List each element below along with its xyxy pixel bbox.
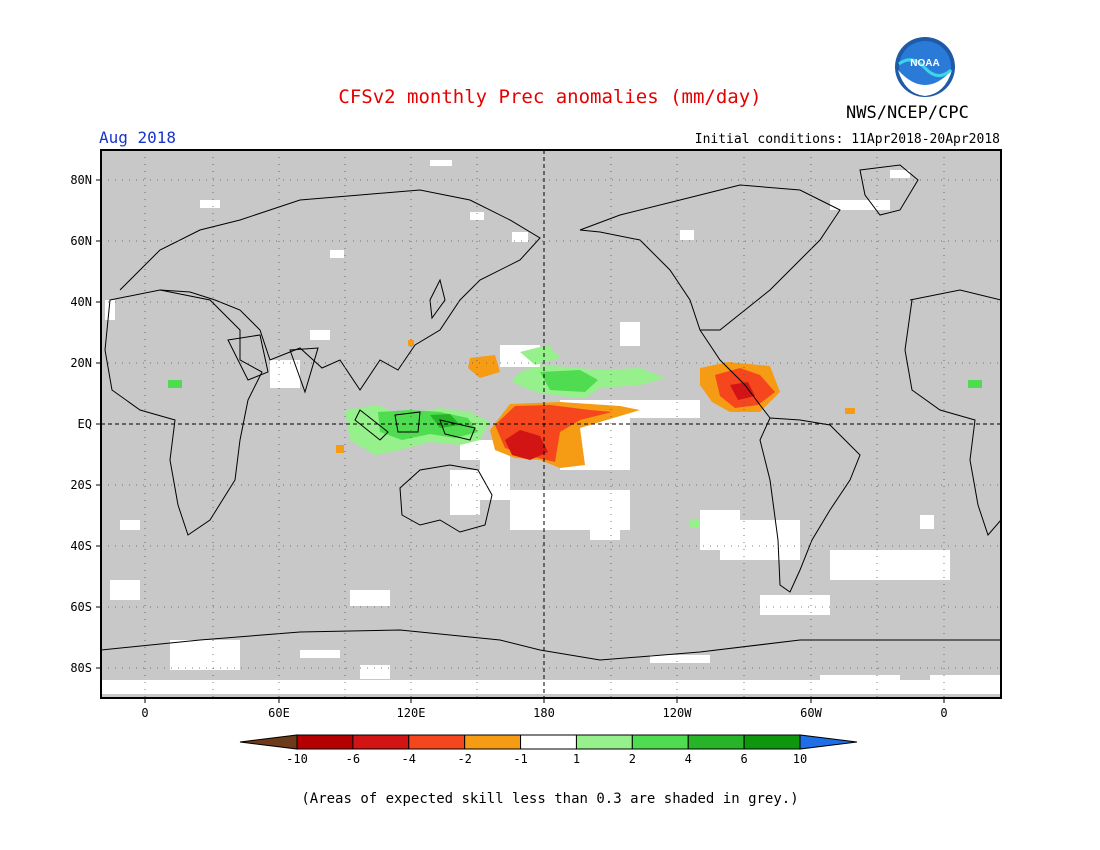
colorbar-min-arrow [239,734,298,750]
lat-label: 60N [70,234,92,248]
colorbar-box [743,734,801,750]
colorbar-tick-label: 1 [573,752,580,766]
africa-wet-patch-repeat [968,380,982,388]
colorbar-tick-label: 2 [629,752,636,766]
colorbar-box [575,734,633,750]
north-pacific-wet-moderate [540,370,598,392]
colorbar-tick-label: -6 [346,752,360,766]
organization-label: NWS/NCEP/CPC [846,103,969,123]
north-pacific-wet-small [520,345,560,365]
lon-label: 60E [268,706,290,720]
colorbar-tick-label: -2 [457,752,471,766]
colorbar-box [296,734,354,750]
valid-month: Aug 2018 [99,128,177,147]
atlantic-dry-patch [845,408,855,414]
colorbar-tick-label: 10 [793,752,807,766]
axis-ticks [96,179,945,703]
lat-label: EQ [78,417,92,431]
colorbar-tick-label: -4 [402,752,416,766]
colorbar-tick-label: 6 [740,752,747,766]
lon-label: 0 [940,706,947,720]
initial-conditions: Initial conditions: 11Apr2018-20Apr2018 [694,132,1000,147]
central-america-core-dry [730,382,755,400]
colorbar-box [352,734,410,750]
lat-label: 40N [70,295,92,309]
noaa-logo: NOAA [895,37,955,97]
lon-label: 0 [141,706,148,720]
east-asia-dry-patch [408,340,414,346]
colorbar-box [464,734,522,750]
lat-label: 20S [70,478,92,492]
lat-label: 40S [70,539,92,553]
lon-label: 60W [800,706,822,720]
northwest-pacific-dry [468,355,500,378]
south-pacific-wet-patch [690,520,700,528]
central-pacific-core-dry [505,430,548,460]
colorbar-box [631,734,689,750]
map-title: CFSv2 monthly Prec anomalies (mm/day) [338,86,762,108]
colorbar-box [520,734,577,750]
lat-label: 80S [70,661,92,675]
lat-label: 60S [70,600,92,614]
colorbar-box [687,734,745,750]
colorbar-tick-label: 4 [685,752,692,766]
skill-footnote: (Areas of expected skill less than 0.3 a… [301,791,799,807]
coastlines [101,164,1001,661]
lat-label: 80N [70,173,92,187]
noaa-logo-text: NOAA [910,58,939,69]
longitude-labels: 0 60E 120E 180 120W 60W 0 [141,706,947,720]
colorbar-box [408,734,466,750]
indian-ocean-dry-patch [336,445,344,453]
lat-label: 20N [70,356,92,370]
colorbar-tick-label: -10 [286,752,308,766]
latitude-labels: 80N 60N 40N 20N EQ 20S 40S 60S 80S [70,173,92,675]
africa-wet-patch [168,380,182,388]
lon-label: 180 [533,706,555,720]
lon-label: 120E [397,706,426,720]
lon-label: 120W [663,706,693,720]
colorbar-max-arrow [799,734,858,750]
colorbar: -10 -6 -4 -2 -1 1 2 4 6 10 [239,734,858,766]
colorbar-tick-label: -1 [513,752,527,766]
